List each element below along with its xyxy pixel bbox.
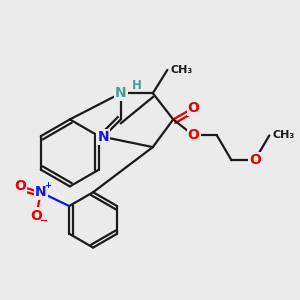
Text: N: N xyxy=(35,185,46,199)
Text: +: + xyxy=(44,181,52,190)
Text: CH₃: CH₃ xyxy=(170,65,193,75)
Text: N: N xyxy=(98,130,109,144)
Text: O: O xyxy=(188,101,200,115)
Text: −: − xyxy=(40,216,48,226)
Text: O: O xyxy=(14,179,26,194)
Text: N: N xyxy=(115,86,127,100)
Text: H: H xyxy=(132,80,142,92)
Text: O: O xyxy=(188,128,200,142)
Text: O: O xyxy=(30,208,42,223)
Text: O: O xyxy=(249,153,261,167)
Text: CH₃: CH₃ xyxy=(272,130,295,140)
